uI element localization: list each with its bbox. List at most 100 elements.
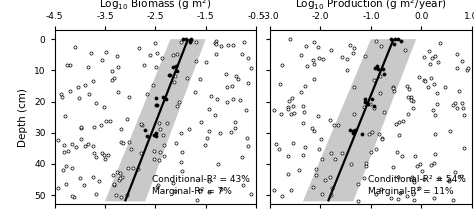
Point xyxy=(367,150,375,154)
Point xyxy=(214,162,221,166)
Point xyxy=(164,122,171,125)
Point xyxy=(455,89,463,92)
Point xyxy=(376,92,384,95)
Point xyxy=(191,90,199,93)
Point xyxy=(360,105,368,109)
Point xyxy=(449,103,457,106)
Point xyxy=(173,65,180,68)
Point xyxy=(310,77,318,81)
Point xyxy=(77,127,85,130)
Point xyxy=(379,67,387,70)
Point xyxy=(397,39,404,43)
Text: Conditional-R² = 54%
Marginal-R² = 11%: Conditional-R² = 54% Marginal-R² = 11% xyxy=(368,175,465,196)
Point xyxy=(315,56,323,60)
Point xyxy=(155,158,163,162)
Point xyxy=(89,144,97,148)
Point xyxy=(460,146,468,149)
Point xyxy=(110,77,118,80)
Point xyxy=(390,85,397,88)
Point xyxy=(55,186,62,189)
Title: Log$_{10}$ Biomass (g m$^{2}$): Log$_{10}$ Biomass (g m$^{2}$) xyxy=(99,0,211,12)
Point xyxy=(398,154,406,158)
Point xyxy=(113,54,121,57)
Point xyxy=(68,167,76,170)
Point xyxy=(212,39,219,42)
Point xyxy=(451,101,459,105)
Point xyxy=(464,68,471,71)
Point xyxy=(457,175,465,178)
Point xyxy=(350,113,358,116)
Point xyxy=(97,124,104,127)
Point xyxy=(417,162,424,166)
Point xyxy=(240,40,247,44)
Point xyxy=(149,83,157,86)
Point xyxy=(156,128,164,131)
Point xyxy=(205,190,212,193)
Point xyxy=(346,44,354,47)
Point xyxy=(401,48,409,52)
Point xyxy=(360,177,368,180)
Point xyxy=(328,151,335,154)
Point xyxy=(376,75,383,78)
Point xyxy=(368,130,376,133)
Point xyxy=(277,112,285,116)
Point xyxy=(186,41,194,44)
Point xyxy=(310,130,318,133)
Point xyxy=(211,41,219,45)
Point xyxy=(242,109,250,112)
Point xyxy=(395,133,402,137)
Point xyxy=(201,143,209,146)
Point xyxy=(244,144,251,148)
Point xyxy=(125,166,132,170)
Point xyxy=(396,192,404,195)
Point xyxy=(408,175,415,178)
Point xyxy=(415,75,423,78)
Point xyxy=(152,134,160,138)
Point xyxy=(155,121,163,125)
Point xyxy=(102,119,110,122)
Point xyxy=(433,103,441,106)
Point xyxy=(370,78,378,82)
Point xyxy=(231,120,239,124)
Point xyxy=(405,87,413,91)
Point xyxy=(74,85,82,88)
Point xyxy=(176,100,183,103)
Point xyxy=(117,140,125,143)
Point xyxy=(173,53,181,56)
Point xyxy=(193,198,201,201)
Point xyxy=(238,53,246,56)
Point xyxy=(60,143,68,147)
Point xyxy=(453,52,461,55)
Point xyxy=(85,92,92,96)
Point xyxy=(137,122,145,126)
Point xyxy=(140,63,147,67)
Point xyxy=(372,66,379,70)
Point xyxy=(392,122,400,125)
Point xyxy=(156,151,164,154)
Point xyxy=(461,113,468,117)
Point xyxy=(378,138,385,141)
Point xyxy=(297,91,305,94)
Point xyxy=(299,154,307,157)
Point xyxy=(428,77,435,80)
Point xyxy=(62,182,70,186)
Point xyxy=(127,147,135,151)
Point xyxy=(295,168,302,172)
Point xyxy=(183,76,191,79)
Point xyxy=(394,175,401,179)
Point xyxy=(301,110,308,114)
Point xyxy=(240,183,247,187)
Point xyxy=(243,136,251,139)
Point xyxy=(285,99,293,103)
Point xyxy=(370,104,377,108)
Point xyxy=(152,66,160,69)
Point xyxy=(430,82,438,86)
Point xyxy=(458,59,465,63)
Point xyxy=(141,128,149,131)
Point xyxy=(115,90,122,94)
Point xyxy=(349,129,357,132)
Point xyxy=(312,167,320,171)
Point xyxy=(223,85,230,89)
Point xyxy=(150,158,158,161)
Point xyxy=(433,92,440,95)
